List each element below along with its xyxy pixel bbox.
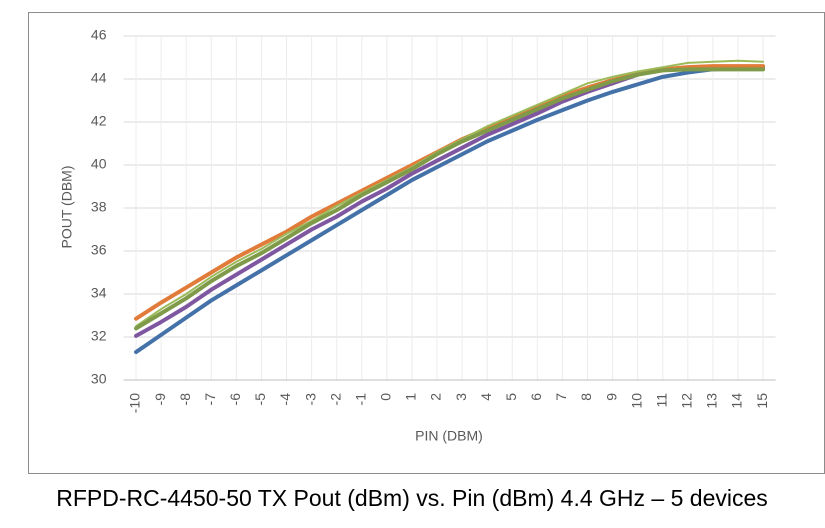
x-tick-label: 10 bbox=[628, 393, 644, 409]
x-tick-label: 12 bbox=[679, 393, 695, 409]
x-tick-label: -9 bbox=[152, 393, 168, 406]
y-tick-label: 36 bbox=[91, 242, 107, 258]
y-tick-label: 42 bbox=[91, 113, 107, 129]
series-line bbox=[134, 67, 766, 331]
x-tick-label: 15 bbox=[754, 393, 770, 409]
x-tick-label: 14 bbox=[729, 393, 745, 409]
y-tick-label: 30 bbox=[91, 371, 107, 387]
x-axis-label: PIN (DBM) bbox=[415, 428, 483, 444]
x-tick-label: -5 bbox=[252, 393, 268, 406]
x-tick-label: -4 bbox=[277, 393, 293, 406]
y-tick-label: 34 bbox=[91, 285, 107, 301]
x-tick-label: 4 bbox=[478, 393, 494, 401]
x-tick-label: -8 bbox=[177, 393, 193, 406]
x-tick-label: 5 bbox=[503, 393, 519, 401]
x-tick-label: 2 bbox=[428, 393, 444, 401]
x-tick-label: 8 bbox=[578, 393, 594, 401]
y-tick-label: 44 bbox=[91, 70, 107, 86]
x-tick-label: -7 bbox=[202, 393, 218, 406]
y-axis-label: POUT (DBM) bbox=[59, 166, 75, 249]
x-tick-label: -2 bbox=[327, 393, 343, 406]
series-line bbox=[134, 66, 766, 355]
x-tick-label: 13 bbox=[704, 393, 720, 409]
x-tick-label: 11 bbox=[653, 393, 669, 408]
x-tick-label: 7 bbox=[553, 393, 569, 401]
x-tick-label: -3 bbox=[302, 393, 318, 406]
x-tick-label: -1 bbox=[352, 393, 368, 406]
x-tick-label: 6 bbox=[528, 393, 544, 401]
x-tick-label: 1 bbox=[403, 393, 419, 401]
y-tick-label: 38 bbox=[91, 199, 107, 215]
series-line bbox=[134, 72, 640, 338]
x-tick-label: 9 bbox=[603, 393, 619, 401]
y-tick-label: 46 bbox=[91, 27, 107, 43]
chart-title: RFPD-RC-4450-50 TX Pout (dBm) vs. Pin (d… bbox=[56, 485, 768, 511]
x-tick-label: 3 bbox=[453, 393, 469, 401]
x-tick-label: 0 bbox=[378, 393, 394, 401]
y-tick-label: 40 bbox=[91, 156, 107, 172]
x-tick-label: -10 bbox=[127, 393, 143, 413]
y-tick-label: 32 bbox=[91, 328, 107, 344]
x-tick-label: -6 bbox=[227, 393, 243, 406]
